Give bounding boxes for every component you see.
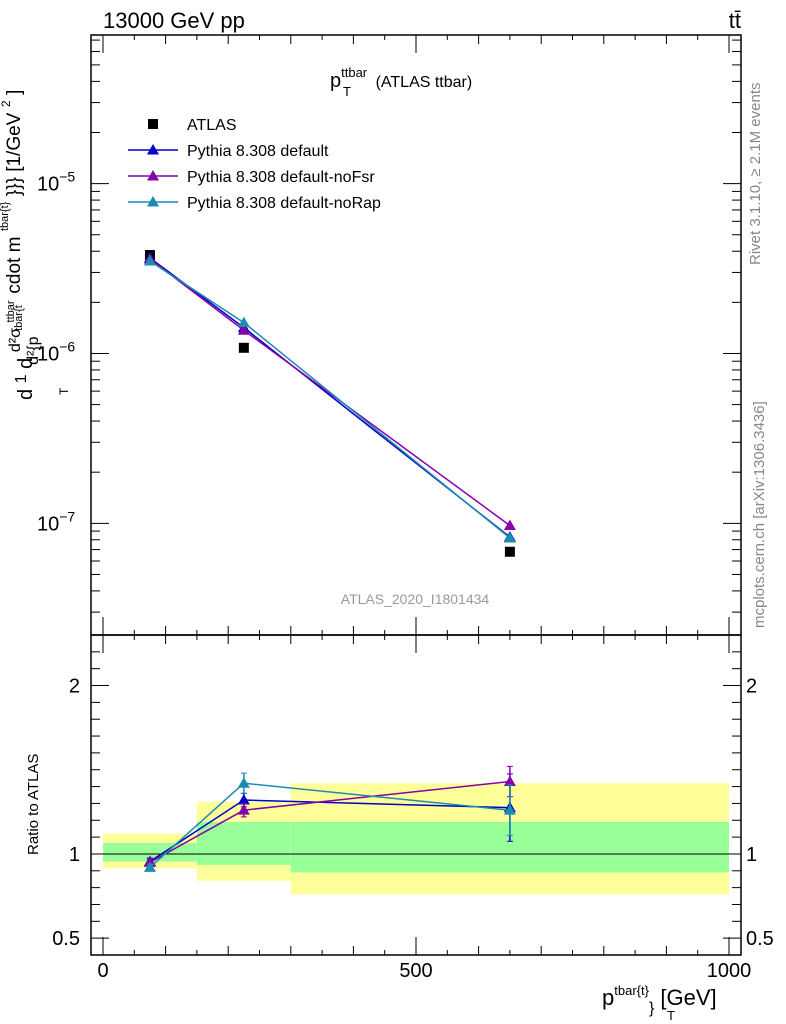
ratio-y-tick-label-right: 2 — [746, 676, 757, 698]
legend-label: Pythia 8.308 default-noRap — [187, 195, 381, 212]
analysis-watermark: ATLAS_2020_I1801434 — [341, 591, 490, 607]
ratio-y-tick-label: 1 — [69, 844, 80, 866]
ratio-y-tick-label: 2 — [69, 676, 80, 698]
xlabel-sub: T — [667, 1008, 675, 1023]
band-inner — [196, 821, 291, 865]
ylabel-close2: ] — [4, 90, 25, 95]
ratio-frame — [90, 634, 742, 956]
tick-exp: −6 — [59, 338, 75, 354]
svg-text:ptbar{t}} [GeV]: ptbar{t}} [GeV] — [602, 983, 717, 1017]
tick-base: 10 — [37, 513, 59, 535]
legend: ATLAS Pythia 8.308 default Pythia 8.308 de… — [128, 117, 381, 212]
ratio-y-tick-label-right: 1 — [746, 844, 757, 866]
ylabel-sub-T: T — [57, 387, 71, 395]
ylabel-sup-tbar2: tbar{t} — [0, 201, 11, 231]
ylabel-close: }}} [1/GeV — [4, 112, 25, 196]
main-y-tick-label: 10−6 — [37, 338, 75, 365]
x-tick-label: 0 — [97, 960, 108, 982]
main-ylabel: d 1 d d²σ ttbar d²{p tbar{t cdot m tbar{… — [0, 90, 71, 400]
main-data-marks — [143, 249, 516, 557]
tick-base: 10 — [37, 174, 59, 196]
x-tick-label: 1000 — [707, 960, 752, 982]
legend-marker — [148, 119, 158, 129]
main-point-triangle — [237, 316, 250, 328]
title-sup: ttbar — [341, 65, 368, 80]
ratio-y-tick-label-right: 0.5 — [746, 928, 774, 950]
mcplots-label: mcplots.cern.ch [arXiv:1306.3436] — [751, 401, 768, 628]
legend-marker — [147, 144, 159, 155]
title-sub: T — [343, 84, 351, 99]
main-y-tick-label: 10−7 — [37, 508, 75, 535]
main-axis-ticks: 10−510−610−7 — [37, 35, 741, 955]
main-series-line — [149, 260, 511, 539]
legend-label: Pythia 8.308 default — [187, 143, 329, 160]
main-point-square — [504, 546, 515, 557]
ylabel-d2p: d²{p — [25, 336, 42, 365]
svg-text:d 1 d: d 1 d d²σ ttbar d²{p tbar{t cdot m tbar{… — [0, 90, 43, 400]
x-tick-label: 500 — [399, 960, 432, 982]
rivet-label: Rivet 3.1.10, ≥ 2.1M events — [747, 83, 764, 266]
ratio-point-triangle — [143, 861, 156, 872]
tick-exp: −5 — [59, 169, 75, 185]
title-p: p — [330, 70, 341, 92]
plot-title: pttbar (ATLAS ttbar) — [330, 65, 472, 92]
ratio-xlabel: ptbar{t}} [GeV] T — [602, 983, 717, 1023]
ylabel-frac: 1 — [13, 374, 30, 383]
legend-marker — [147, 170, 159, 181]
ratio-point-triangle — [237, 794, 250, 805]
main-y-tick-label: 10−5 — [37, 169, 75, 196]
ratio-data-marks — [143, 765, 516, 872]
main-point-triangle — [503, 531, 516, 543]
ratio-uncertainty-bands — [103, 783, 729, 895]
main-point-square — [238, 342, 249, 353]
xlabel-p: p — [602, 985, 614, 1010]
ratio-y-tick-label: 0.5 — [52, 928, 80, 950]
xlabel-unit: [GeV] — [654, 985, 716, 1010]
ratio-axis-ticks: 0.5 0.5 1 1 2 2 0 500 1000 — [52, 651, 774, 982]
ylabel-sup-2: 2 — [0, 100, 13, 107]
legend-label: Pythia 8.308 default-noFsr — [187, 169, 375, 186]
legend-marker — [147, 196, 159, 207]
xlabel-rest: } — [649, 1000, 655, 1017]
ylabel-d2sig: d²σ — [7, 328, 24, 352]
ratio-point-triangle — [237, 777, 250, 788]
ratio-point-triangle — [503, 804, 516, 815]
tick-base: 10 — [37, 343, 59, 365]
energy-label: 13000 GeV pp — [103, 8, 245, 33]
ylabel-cdot: cdot m — [4, 237, 25, 294]
main-point-triangle — [237, 324, 250, 335]
ratio-point-triangle — [503, 775, 516, 787]
xlabel-sup: tbar{t} — [614, 983, 649, 998]
ratio-ylabel: Ratio to ATLAS — [25, 754, 42, 855]
main-panel: 10−510−610−7 pttbar (ATLAS ttbar) T ATLA… — [0, 34, 742, 955]
band-inner — [103, 843, 197, 862]
main-point-triangle — [503, 519, 516, 531]
ylabel-sup-tbar: tbar{t — [13, 305, 25, 331]
ratio-panel: 0.5 0.5 1 1 2 2 0 500 1000 Ratio to ATLAS ptbar{… — [25, 634, 774, 1023]
title-rest: (ATLAS ttbar) — [371, 74, 472, 91]
process-label: tt̄ — [729, 8, 741, 33]
tick-exp: −7 — [59, 508, 75, 524]
main-point-triangle — [143, 255, 156, 266]
ylabel-d2: d — [15, 358, 37, 369]
legend-label: ATLAS — [187, 117, 237, 134]
ratio-point-triangle — [237, 804, 250, 815]
ylabel-d1: d — [15, 389, 37, 400]
